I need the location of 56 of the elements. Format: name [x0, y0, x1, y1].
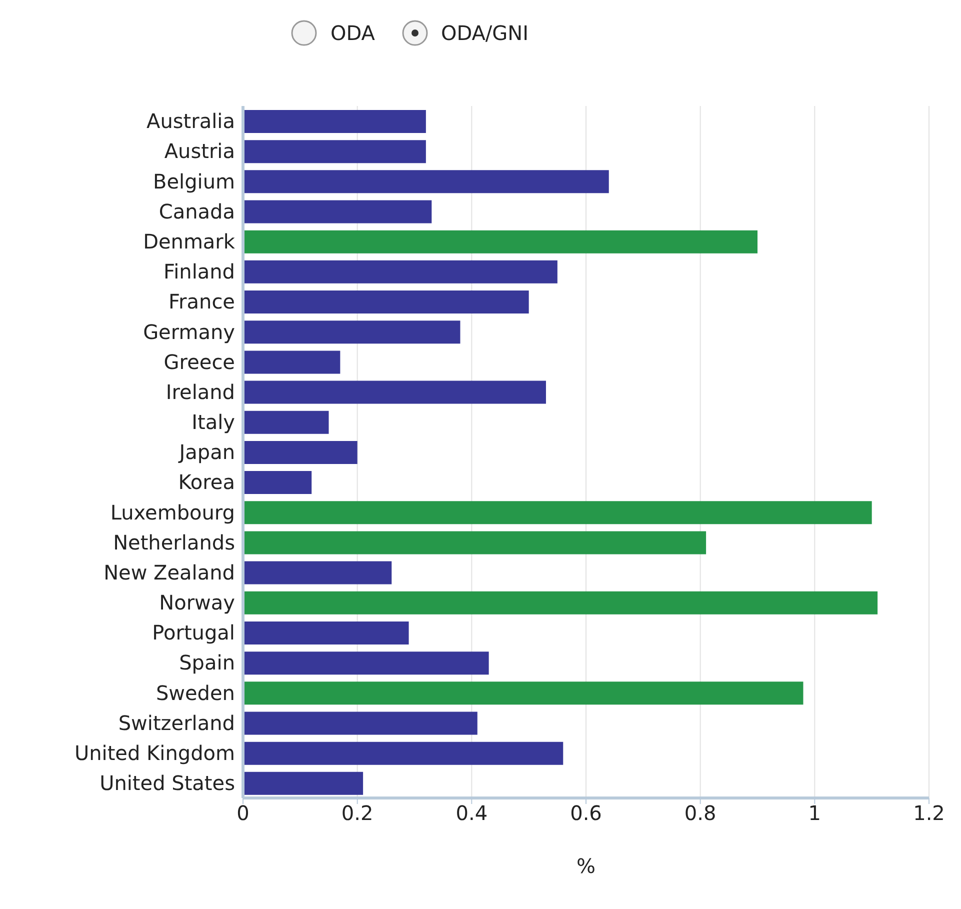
bar	[243, 170, 609, 194]
bar	[243, 140, 426, 164]
bar	[243, 621, 409, 644]
bar	[243, 471, 312, 494]
bar	[243, 531, 706, 554]
bar	[243, 742, 564, 765]
bar	[243, 260, 558, 284]
y-tick-label: Netherlands	[113, 530, 235, 554]
bar	[243, 501, 872, 524]
bar	[243, 380, 546, 404]
y-tick-label: Australia	[146, 109, 235, 134]
y-tick-label: United Kingdom	[74, 740, 235, 765]
bar	[243, 772, 364, 795]
y-tick-label: Canada	[158, 199, 235, 224]
x-tick-label: 1	[808, 801, 822, 826]
y-tick-label: Finland	[164, 260, 235, 284]
bar	[243, 290, 529, 314]
x-tick-label: 0	[236, 801, 250, 826]
y-tick-label: Sweden	[156, 680, 235, 705]
bar	[243, 230, 758, 254]
bar	[243, 652, 489, 675]
x-tick-label: 0.6	[570, 801, 602, 826]
text: ODA/GNI	[440, 21, 529, 45]
y-tick-label: Denmark	[143, 229, 236, 254]
bar	[243, 591, 878, 614]
x-tick-label: 0.8	[684, 801, 716, 826]
y-tick-label: Ireland	[166, 380, 235, 404]
x-tick-label: 1.2	[913, 801, 945, 826]
y-tick-label: New Zealand	[104, 560, 235, 584]
y-tick-label: Korea	[178, 470, 235, 494]
y-tick-label: Switzerland	[118, 710, 235, 735]
y-tick-label: Germany	[143, 320, 236, 344]
bar	[243, 561, 392, 584]
y-tick-label: Norway	[159, 590, 236, 615]
x-tick-label: 0.2	[341, 801, 374, 826]
bar	[243, 200, 432, 224]
y-tick-label: Luxembourg	[110, 500, 235, 524]
text: ODA	[330, 21, 375, 45]
y-tick-label: Greece	[164, 350, 235, 374]
y-tick-label: United States	[100, 771, 235, 796]
bar	[243, 712, 478, 735]
y-tick-label: Austria	[164, 139, 235, 164]
x-tick-label: 0.4	[456, 801, 488, 826]
x-axis-title: %	[576, 854, 596, 878]
bar	[243, 320, 460, 344]
y-tick-label: France	[168, 290, 235, 314]
y-tick-label: Italy	[192, 410, 236, 434]
bar	[243, 440, 358, 464]
y-tick-label: Spain	[179, 650, 235, 675]
bar	[243, 682, 804, 705]
bar	[243, 350, 340, 374]
y-tick-label: Portugal	[152, 620, 235, 645]
bar	[243, 410, 329, 434]
y-tick-label: Japan	[177, 440, 235, 464]
y-tick-label: Belgium	[153, 169, 235, 194]
bar	[243, 110, 426, 133]
